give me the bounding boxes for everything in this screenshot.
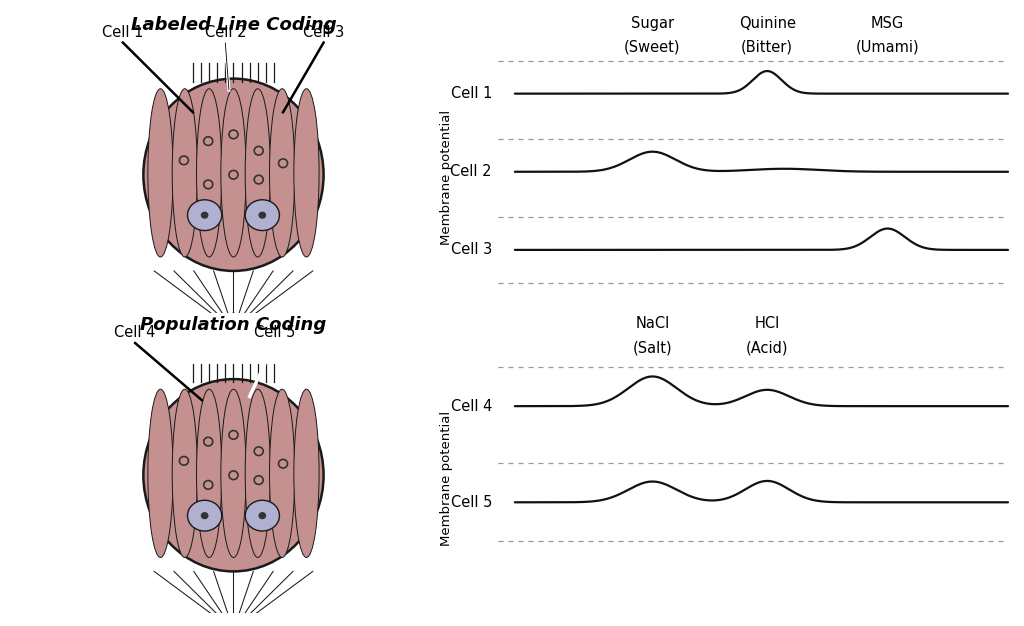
Text: Cell 3: Cell 3 xyxy=(303,24,344,39)
Text: NaCl: NaCl xyxy=(635,316,670,331)
Ellipse shape xyxy=(294,389,319,558)
Text: Membrane potential: Membrane potential xyxy=(439,110,453,245)
Ellipse shape xyxy=(245,389,270,558)
Text: Labeled Line Coding: Labeled Line Coding xyxy=(131,16,336,34)
Ellipse shape xyxy=(259,513,265,518)
Text: Cell 5: Cell 5 xyxy=(451,495,492,510)
Text: Quinine: Quinine xyxy=(738,16,796,31)
Ellipse shape xyxy=(143,79,324,271)
Text: Population Coding: Population Coding xyxy=(140,316,327,334)
Text: Cell 5: Cell 5 xyxy=(254,325,295,340)
Ellipse shape xyxy=(245,89,270,257)
Ellipse shape xyxy=(269,89,295,257)
Ellipse shape xyxy=(259,212,265,218)
Ellipse shape xyxy=(202,212,208,218)
Text: Cell 4: Cell 4 xyxy=(115,325,156,340)
Ellipse shape xyxy=(269,389,295,558)
Ellipse shape xyxy=(197,89,222,257)
Text: Membrane potential: Membrane potential xyxy=(439,411,453,546)
Ellipse shape xyxy=(187,500,222,531)
Text: (Bitter): (Bitter) xyxy=(741,39,794,54)
Text: (Umami): (Umami) xyxy=(856,39,920,54)
Ellipse shape xyxy=(245,200,280,230)
Ellipse shape xyxy=(172,389,198,558)
Ellipse shape xyxy=(245,500,280,531)
Ellipse shape xyxy=(172,89,198,257)
Ellipse shape xyxy=(147,389,173,558)
Text: (Acid): (Acid) xyxy=(745,340,788,355)
Text: Sugar: Sugar xyxy=(631,16,674,31)
Ellipse shape xyxy=(143,379,324,572)
Text: Cell 3: Cell 3 xyxy=(451,242,492,257)
Ellipse shape xyxy=(197,389,222,558)
Ellipse shape xyxy=(187,200,222,230)
Text: HCl: HCl xyxy=(755,316,780,331)
Text: (Sweet): (Sweet) xyxy=(625,39,681,54)
Ellipse shape xyxy=(147,89,173,257)
Text: Cell 1: Cell 1 xyxy=(102,24,143,39)
Text: (Salt): (Salt) xyxy=(633,340,673,355)
Ellipse shape xyxy=(202,513,208,518)
Ellipse shape xyxy=(221,89,246,257)
Text: Cell 2: Cell 2 xyxy=(451,164,492,179)
Text: Cell 4: Cell 4 xyxy=(451,399,492,414)
Text: Cell 1: Cell 1 xyxy=(451,86,492,101)
Ellipse shape xyxy=(221,389,246,558)
Text: Cell 2: Cell 2 xyxy=(205,24,246,39)
Text: MSG: MSG xyxy=(871,16,904,31)
Ellipse shape xyxy=(294,89,319,257)
